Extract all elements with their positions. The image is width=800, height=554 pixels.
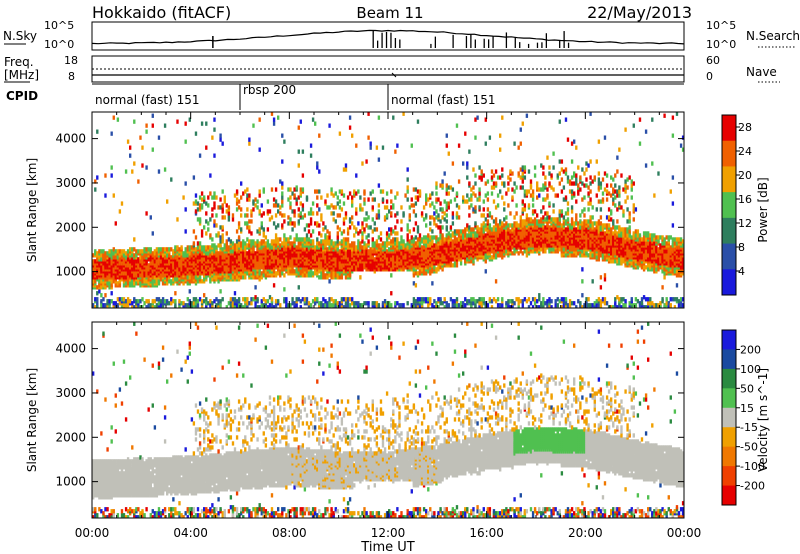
power-colorbar-label: Power [dB] [756,177,770,242]
y-tick-label: 2000 [55,430,86,444]
x-tick-label: 00:00 [75,526,110,540]
freq-panel: Freq. [MHz] 18 8 60 0 Nave [4,54,780,83]
station-title: Hokkaido (fitACF) [92,3,231,22]
y-tick-label: 1000 [55,475,86,489]
nsky-tick-top: 10^5 [44,19,74,32]
power-colorbar-tick: 4 [738,265,745,278]
nsky-panel: N.Sky 10^5 10^0 10^5 10^0 N.Search [3,19,800,51]
velocity-colorbar-tick: 200 [740,343,761,356]
velocity-colorbar-swatch [722,349,736,370]
cpid-segment-label: normal (fast) 151 [391,93,495,107]
y-tick-label: 4000 [55,342,86,356]
power-colorbar-swatch [722,166,736,193]
x-tick-label: 00:00 [667,526,702,540]
nsky-tick-bottom: 10^0 [44,38,74,51]
y-tick-label: 3000 [55,386,86,400]
power-colorbar-tick: 12 [738,217,752,230]
velocity-colorbar-tick: -15 [740,421,758,434]
y-tick-label: 1000 [55,265,86,279]
velocity-ylabel: Slant Range [km] [25,368,39,472]
velocity-colorbar-label: Velocity [m s^-1] [756,368,770,472]
nsky-label: N.Sky [3,29,37,43]
power-colorbar-tick: 16 [738,193,752,206]
freq-label: Freq. [4,55,34,69]
x-tick-label: 08:00 [272,526,307,540]
x-tick-label: 12:00 [371,526,406,540]
x-tick-label: 16:00 [469,526,504,540]
velocity-colorbar-tick: -200 [740,480,765,493]
y-tick-label: 2000 [55,220,86,234]
freq-tick-bottom: 8 [68,70,75,83]
power-colorbar: 4 8 12 16 20 24 28 [721,114,752,296]
velocity-colorbar-tick: -100 [740,460,765,473]
freq-tick-top: 18 [64,54,78,67]
nsky-trace [91,29,685,45]
nsearch-tick-bottom: 10^0 [706,38,736,51]
power-colorbar-tick: 24 [738,145,752,158]
velocity-colorbar-tick: -50 [740,441,758,454]
power-colorbar-swatch [722,269,736,296]
power-colorbar-swatch [722,243,736,270]
power-colorbar-tick: 8 [738,241,745,254]
power-ylabel: Slant Range [km] [25,158,39,262]
x-tick-label: 20:00 [568,526,603,540]
velocity-colorbar-swatch [722,330,736,350]
velocity-colorbar-swatch [722,485,736,506]
power-heatmap-cells [92,112,684,308]
nsearch-tick-top: 10^5 [706,19,736,32]
velocity-x-ticks [91,322,685,518]
power-colorbar-swatch [722,192,736,219]
x-axis-label: Time UT [360,540,414,554]
velocity-colorbar-tick: 15 [740,402,754,415]
x-tick-label: 04:00 [173,526,208,540]
power-colorbar-tick: 20 [738,169,752,182]
y-tick-label: 3000 [55,176,86,190]
beam-title: Beam 11 [356,4,423,22]
cpid-label: CPID [6,89,38,103]
velocity-colorbar-swatch [722,427,736,448]
power-y-ticks: 1000 2000 3000 4000 [55,132,684,279]
velocity-panel: 1000 2000 3000 4000 Slant Range [km] [25,321,685,519]
cpid-segments: normal (fast) 151 rbsp 200 normal (fast) 1… [95,83,495,110]
power-colorbar-tick: 28 [738,121,752,134]
cpid-segment-label: rbsp 200 [243,83,296,97]
velocity-colorbar-swatch [722,466,736,487]
velocity-colorbar-swatch [722,368,736,389]
nave-tick-top: 60 [706,54,720,67]
power-x-ticks [91,112,685,308]
y-tick-label: 4000 [55,132,86,146]
nave-label: Nave [746,65,777,79]
power-colorbar-swatch [722,115,736,142]
nsearch-bars [212,30,570,48]
velocity-y-ticks: 1000 2000 3000 4000 [55,342,684,489]
nave-tick-bottom: 0 [706,70,713,83]
velocity-colorbar-swatch [722,388,736,409]
freq-unit: [MHz] [4,68,39,82]
power-panel: 1000 2000 3000 4000 Slant Range [km] [25,111,685,309]
cpid-segment-label: normal (fast) 151 [95,93,199,107]
velocity-colorbar-swatch [722,407,736,428]
velocity-heatmap-cells [92,322,684,518]
velocity-colorbar-tick: 50 [740,382,754,395]
velocity-colorbar-swatch [722,446,736,467]
velocity-colorbar: 200 100 50 15 -15 -50 -100 -200 [721,329,765,506]
x-tick-labels: 00:00 04:00 08:00 12:00 16:00 20:00 00:00 [75,526,702,540]
power-colorbar-swatch [722,140,736,167]
date-title: 22/May/2013 [587,3,692,22]
nsearch-label: N.Search [746,29,800,43]
velocity-colorbar-tick: 100 [740,363,761,376]
power-colorbar-swatch [722,217,736,245]
